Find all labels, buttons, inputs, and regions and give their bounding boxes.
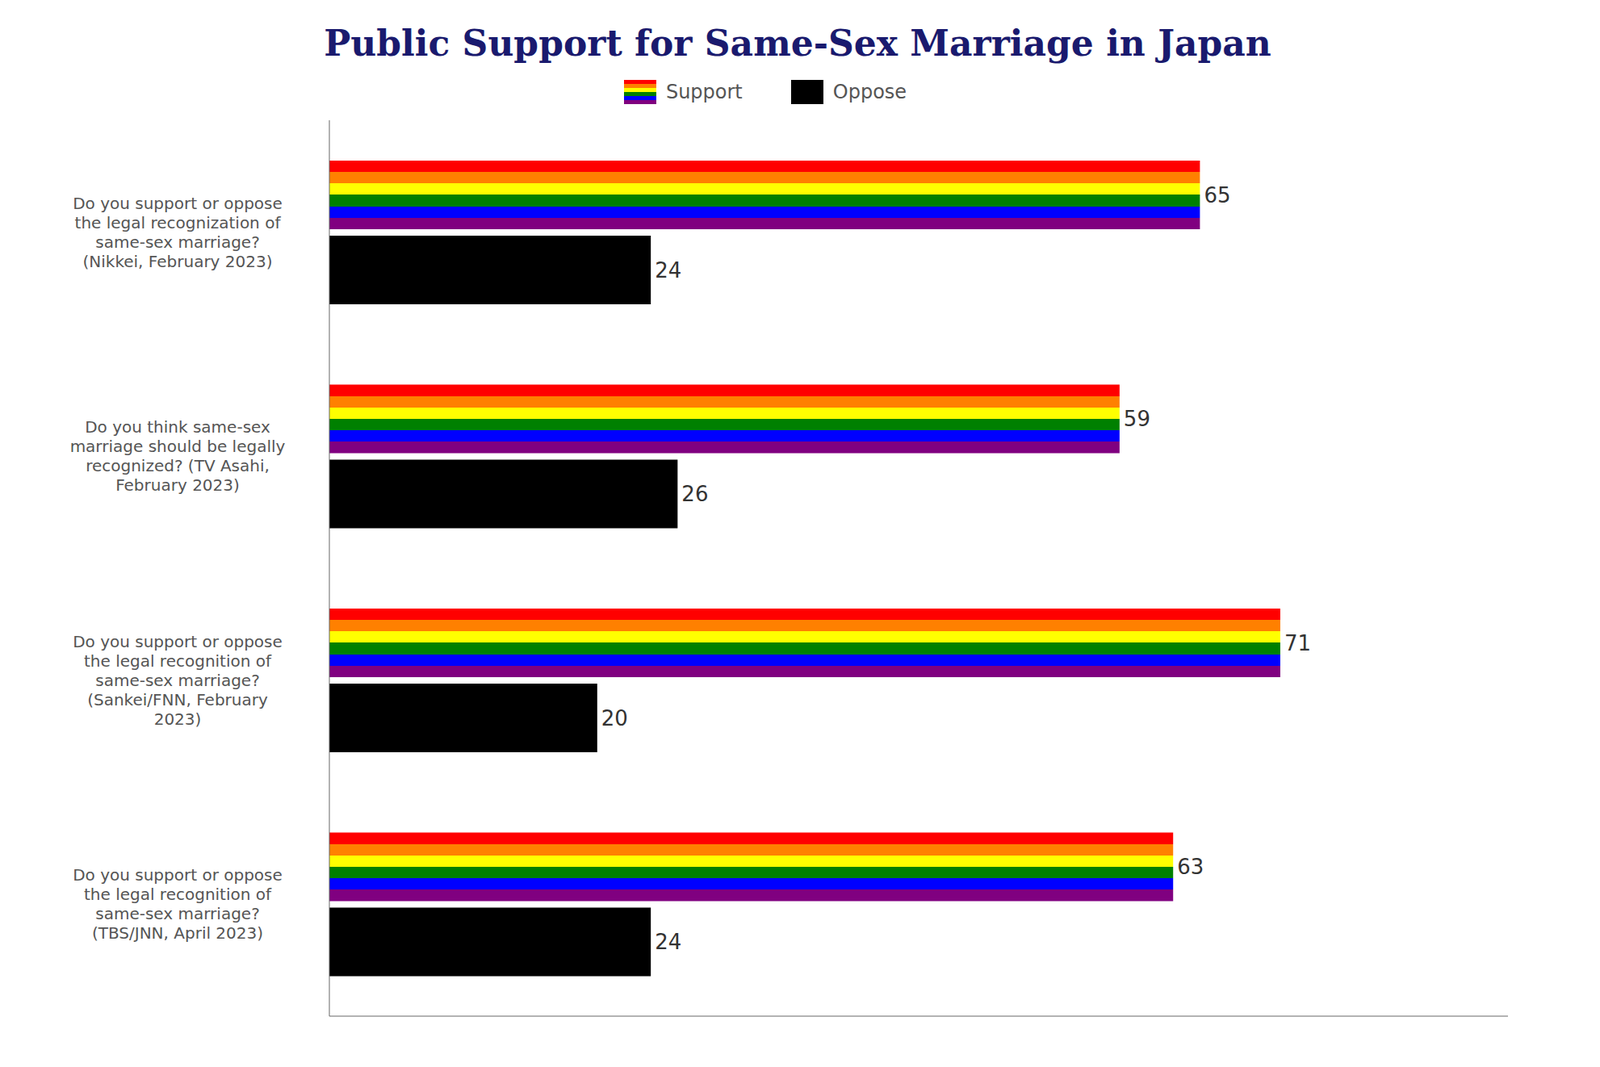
svg-text:65: 65 xyxy=(1203,183,1231,208)
html-text:Support: Support xyxy=(665,80,743,104)
svg-text:Do you support or opposethe le: Do you support or opposethe legal recogn… xyxy=(72,865,283,943)
svg-text:26: 26 xyxy=(681,481,708,507)
html-text:Public Support for Same-Sex Ma: Public Support for Same-Sex Marriage in … xyxy=(323,22,1272,64)
svg-text:Do you think same-sexmarriage: Do you think same-sexmarriage should be … xyxy=(70,417,286,495)
svg-text:24: 24 xyxy=(654,929,682,955)
svg-text:Do you support or opposethe le: Do you support or opposethe legal recogn… xyxy=(72,193,283,272)
html-text:Oppose: Oppose xyxy=(832,80,907,104)
svg-text:63: 63 xyxy=(1176,854,1204,880)
svg-text:71: 71 xyxy=(1284,631,1311,656)
svg-text:Do you support or opposethe le: Do you support or opposethe legal recogn… xyxy=(72,632,283,729)
svg-text:20: 20 xyxy=(601,706,629,731)
svg-text:24: 24 xyxy=(654,258,682,283)
svg-text:59: 59 xyxy=(1123,406,1151,432)
